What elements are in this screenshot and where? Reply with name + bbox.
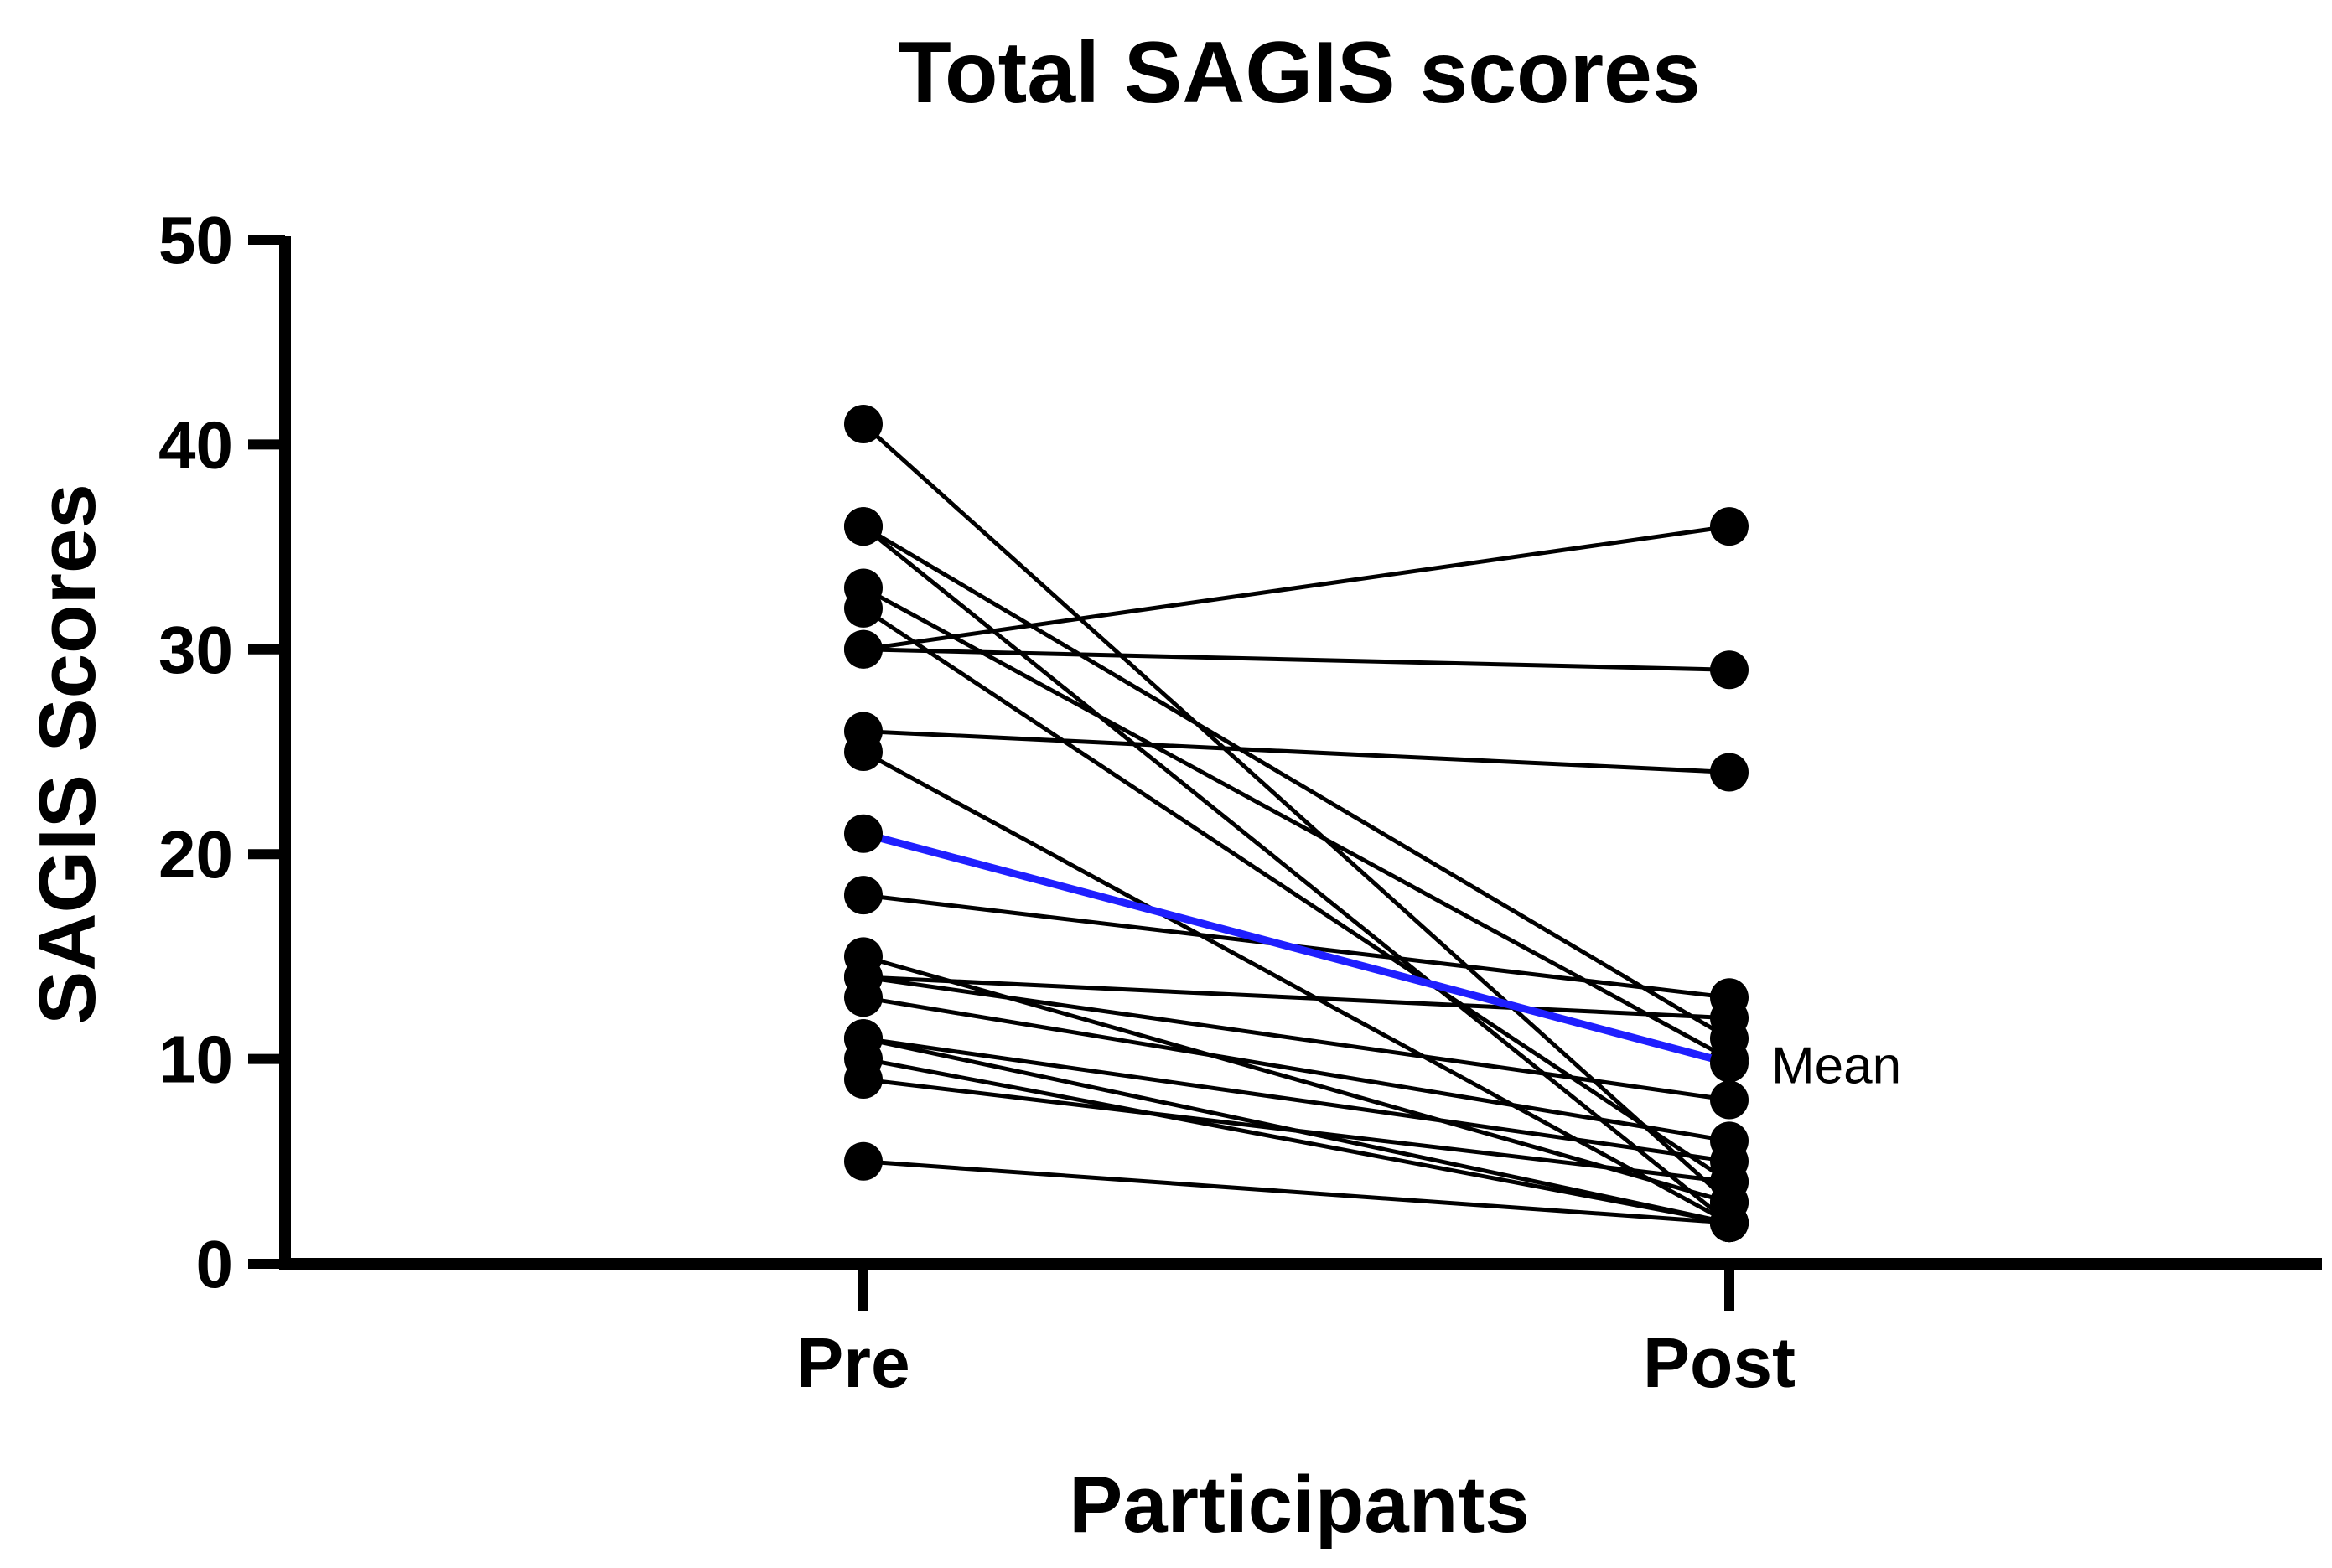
y-tick-label: 30 bbox=[158, 613, 233, 687]
x-tick-label: Pre bbox=[796, 1323, 909, 1402]
data-point bbox=[844, 876, 883, 915]
data-point bbox=[844, 732, 883, 771]
data-point bbox=[1710, 650, 1749, 690]
participant-line bbox=[863, 1036, 1730, 1164]
participant-line bbox=[863, 975, 1730, 1021]
mean-point bbox=[844, 814, 883, 853]
participant-line bbox=[863, 1077, 1730, 1184]
participant-line bbox=[862, 606, 1731, 1184]
y-tick-label: 20 bbox=[158, 817, 233, 892]
y-tick-label: 50 bbox=[158, 203, 233, 277]
data-point bbox=[844, 629, 883, 669]
participant-line bbox=[863, 729, 1730, 774]
data-point bbox=[844, 1141, 883, 1181]
data-point bbox=[1710, 1203, 1749, 1243]
participant-line bbox=[862, 525, 1731, 1041]
participant-line bbox=[862, 749, 1731, 1225]
x-axis-label: Participants bbox=[1069, 1460, 1530, 1550]
axes bbox=[279, 236, 2322, 1270]
y-axis-label: SAGIS Scores bbox=[23, 484, 112, 1025]
y-tick-label: 10 bbox=[158, 1022, 233, 1097]
y-tick-label: 40 bbox=[158, 407, 233, 482]
participant-line bbox=[862, 422, 1731, 1204]
participant-line bbox=[863, 524, 1730, 652]
mean-label: Mean bbox=[1771, 1037, 1901, 1094]
participant-line bbox=[863, 1159, 1730, 1225]
data-point bbox=[1710, 507, 1749, 546]
participant-line bbox=[863, 1057, 1730, 1225]
data-point bbox=[1710, 1162, 1749, 1202]
participant-line bbox=[863, 647, 1730, 672]
mean-series: Mean bbox=[844, 814, 1901, 1094]
mean-point bbox=[1710, 1043, 1749, 1083]
participant-line bbox=[863, 995, 1730, 1143]
y-ticks: 0 10 20 30 40 50 bbox=[158, 203, 285, 1301]
mean-line bbox=[862, 830, 1731, 1067]
data-point bbox=[844, 978, 883, 1017]
data-point bbox=[844, 1060, 883, 1100]
data-point bbox=[844, 507, 883, 546]
data-point bbox=[844, 404, 883, 443]
y-tick-label: 0 bbox=[196, 1227, 234, 1301]
data-point bbox=[844, 588, 883, 628]
chart-title: Total SAGIS scores bbox=[898, 24, 1700, 122]
participant-line bbox=[863, 975, 1730, 1102]
x-tick-label: Post bbox=[1643, 1323, 1796, 1402]
data-point bbox=[1710, 1080, 1749, 1120]
participant-lines bbox=[844, 404, 1749, 1243]
participant-line bbox=[862, 525, 1731, 1225]
x-ticks: Pre Post bbox=[796, 1264, 1796, 1402]
data-point bbox=[1710, 753, 1749, 792]
data-point bbox=[1710, 998, 1749, 1038]
